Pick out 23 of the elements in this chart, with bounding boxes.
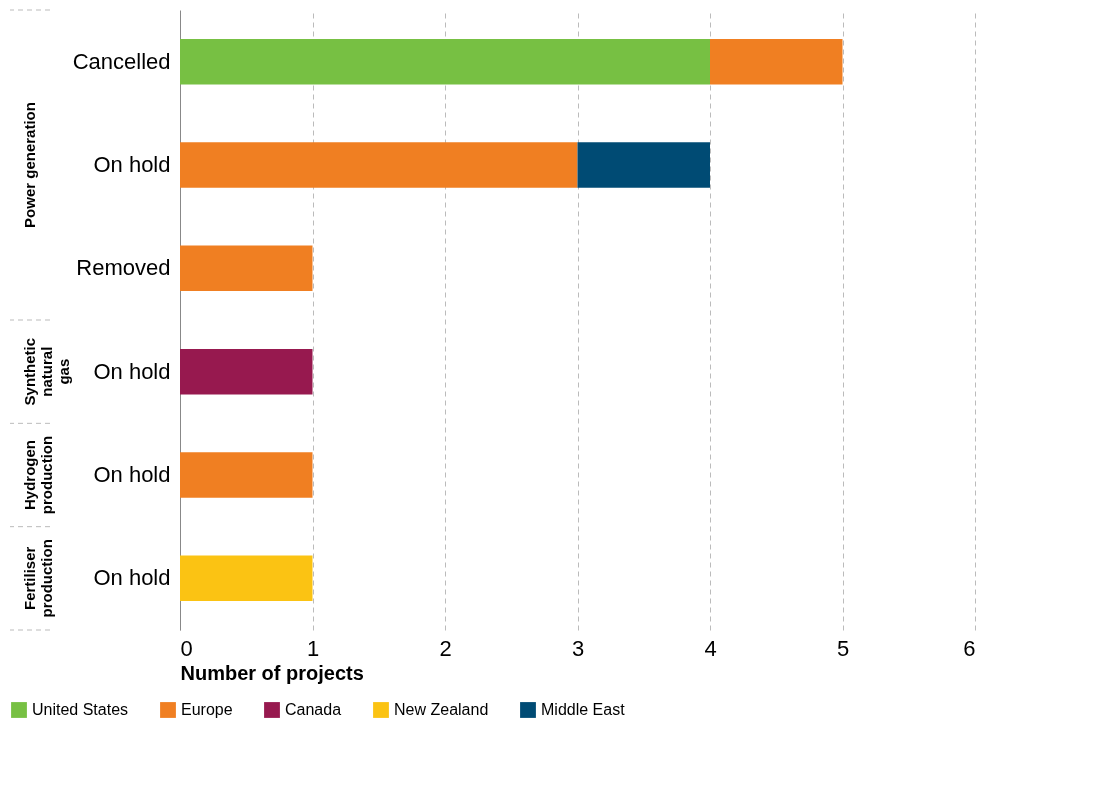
legend-label: Middle East (541, 701, 626, 718)
legend-label: Canada (285, 701, 342, 718)
x-tick-label: 3 (571, 635, 585, 661)
legend-label: Europe (181, 701, 233, 718)
legend-label: United States (32, 701, 129, 718)
y-tick-label: Removed (76, 255, 171, 281)
y-tick-label: On hold (93, 462, 171, 487)
x-tick-label: 1 (306, 635, 320, 661)
y-tick-label: On hold (93, 565, 171, 591)
legend-label: New Zealand (394, 701, 489, 718)
y-tick-label: On hold (93, 152, 171, 177)
text: Synthetic natural gas (21, 337, 72, 406)
x-tick-label: 5 (836, 635, 850, 661)
text: Hydrogen production (21, 435, 55, 515)
text: Fertiliser production (21, 539, 55, 618)
x-tick-label: 6 (963, 635, 976, 661)
x-tick-label: 0 (180, 635, 193, 661)
x-tick-label: 2 (439, 635, 452, 661)
y-tick-label: On hold (93, 358, 171, 384)
text: Power generation (21, 102, 38, 228)
y-tick-label: Cancelled (72, 48, 171, 74)
x-axis-title: Number of projects (180, 661, 364, 684)
x-tick-label: 4 (704, 635, 717, 661)
